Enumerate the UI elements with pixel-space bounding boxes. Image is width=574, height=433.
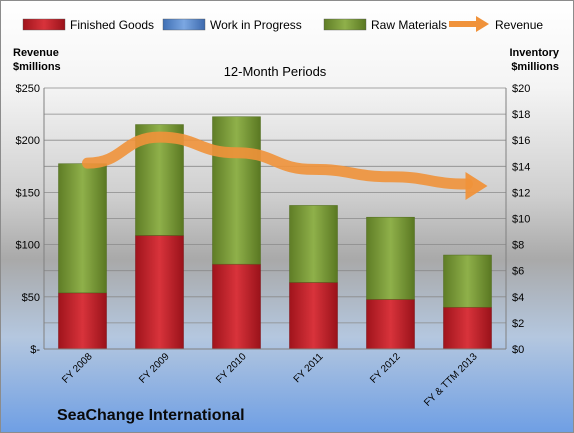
y-right-tick-label: $4 xyxy=(512,292,524,304)
company-name: SeaChange International xyxy=(57,407,245,424)
legend-label: Work in Progress xyxy=(210,18,302,32)
x-tick-label: FY & TTM 2013 xyxy=(422,351,480,409)
y-right-tick-label: $10 xyxy=(512,214,530,226)
legend-label: Revenue xyxy=(495,18,543,32)
y-right-tick-label: $2 xyxy=(512,318,524,330)
y-right-tick-label: $14 xyxy=(512,161,530,173)
chart-title: 12-Month Periods xyxy=(224,64,327,79)
legend-label: Finished Goods xyxy=(70,18,154,32)
bar-raw-materials xyxy=(366,216,415,300)
y-axis-left-label-text: Revenue $millions xyxy=(13,47,61,73)
x-tick-label: FY 2009 xyxy=(137,351,172,386)
bar-raw-materials xyxy=(443,254,492,308)
y-axis-left-label: Revenue $millions xyxy=(13,46,73,74)
x-tick-label: FY 2010 xyxy=(214,351,249,386)
y-left-tick-label: $100 xyxy=(16,240,40,252)
legend-arrowhead xyxy=(476,16,489,32)
bar-raw-materials xyxy=(289,205,338,283)
y-right-tick-label: $0 xyxy=(512,344,524,356)
y-right-tick-label: $8 xyxy=(512,240,524,252)
legend-label: Raw Materials xyxy=(371,18,447,32)
y-axis-right-label-text: Inventory $millions xyxy=(509,47,559,73)
y-right-tick-label: $6 xyxy=(512,266,524,278)
x-tick-label: FY 2012 xyxy=(368,351,403,386)
x-tick-label: FY 2011 xyxy=(292,351,326,385)
y-right-tick-label: $18 xyxy=(512,109,530,121)
revenue-trend-line xyxy=(82,131,473,190)
y-left-tick-label: $50 xyxy=(22,292,40,304)
x-tick-label: FY 2008 xyxy=(60,351,95,386)
legend-swatch xyxy=(22,18,66,31)
y-left-tick-label: $250 xyxy=(16,83,40,95)
y-left-tick-label: $- xyxy=(30,344,40,356)
y-left-tick-label: $200 xyxy=(16,135,40,147)
y-axis-right-label: Inventory $millions xyxy=(499,46,559,74)
bar-finished-goods xyxy=(135,235,184,350)
bar-raw-materials xyxy=(212,116,261,265)
y-right-tick-label: $16 xyxy=(512,135,530,147)
legend-swatch xyxy=(323,18,367,31)
legend-swatch xyxy=(162,18,206,31)
revenue-arrowhead xyxy=(465,172,488,201)
bar-finished-goods xyxy=(289,282,338,350)
y-right-tick-label: $20 xyxy=(512,83,530,95)
bar-finished-goods xyxy=(366,299,415,350)
bar-finished-goods xyxy=(443,306,492,350)
y-left-tick-label: $150 xyxy=(16,187,40,199)
y-right-tick-label: $12 xyxy=(512,187,530,199)
bar-finished-goods xyxy=(58,292,107,350)
bar-raw-materials xyxy=(58,163,107,294)
bar-finished-goods xyxy=(212,263,261,350)
